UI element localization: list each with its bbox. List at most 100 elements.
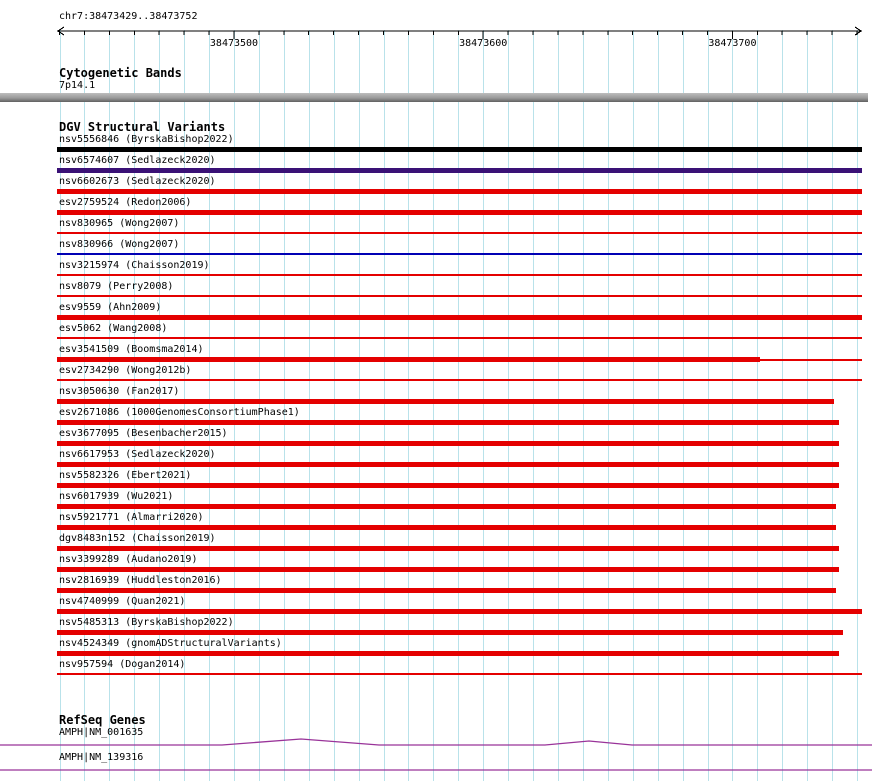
variant-bar[interactable] [57,168,862,173]
ruler-tick-label: 38473700 [708,38,756,49]
gridline [832,30,834,781]
gene-label[interactable]: AMPH|NM_139316 [59,752,144,763]
variant-bar[interactable] [57,147,862,152]
variant-label[interactable]: nsv4524349 (gnomADStructuralVariants) [59,638,282,649]
gridline [782,30,784,781]
variant-bar[interactable] [57,546,839,551]
variant-label[interactable]: nsv5582326 (Ebert2021) [59,470,192,481]
variant-bar[interactable] [57,588,836,593]
variant-bar[interactable] [57,189,862,194]
gridline [159,30,161,781]
ruler-tick-label: 38473500 [210,38,258,49]
variant-label[interactable]: esv2671086 (1000GenomesConsortiumPhase1) [59,407,300,418]
variant-bar[interactable] [57,651,839,656]
variant-bar[interactable] [57,673,862,675]
variant-label[interactable]: nsv3215974 (Chaisson2019) [59,260,210,271]
variant-label[interactable]: esv9559 (Ahn2009) [59,302,162,313]
variant-label[interactable]: nsv830966 (Wong2007) [59,239,180,250]
gridline [557,30,559,781]
variant-label[interactable]: esv3677095 (Besenbacher2015) [59,428,228,439]
gridline [383,30,385,781]
variant-bar[interactable] [57,483,839,488]
gridline [433,30,435,781]
gridline [134,30,136,781]
variant-label[interactable]: nsv6574607 (Sedlazeck2020) [59,155,216,166]
variant-label[interactable]: nsv6602673 (Sedlazeck2020) [59,176,216,187]
gridline [408,30,410,781]
variant-bar[interactable] [57,337,862,339]
variant-bar[interactable] [57,274,862,276]
gridline [283,30,285,781]
variant-label[interactable]: esv2759524 (Redon2006) [59,197,192,208]
ruler-tick-label: 38473600 [459,38,507,49]
cytoband-bar[interactable] [0,93,868,102]
gridline [458,30,460,781]
gridline [209,30,210,781]
variant-label[interactable]: nsv5556846 (ByrskaBishop2022) [59,134,234,145]
gridline [483,30,485,781]
region-label: chr7:38473429..38473752 [59,11,198,22]
gridline [308,30,310,781]
variant-label[interactable]: nsv957594 (Dogan2014) [59,659,186,670]
gridline [757,30,759,781]
variant-label[interactable]: nsv5485313 (ByrskaBishop2022) [59,617,234,628]
gridline [184,30,186,781]
variant-bar[interactable] [57,504,836,509]
variant-label[interactable]: dgv8483n152 (Chaisson2019) [59,533,216,544]
gridline [682,30,684,781]
gridline [657,30,659,781]
variant-bar[interactable] [57,253,862,255]
variant-bar[interactable] [57,232,862,234]
variant-bar[interactable] [57,379,862,381]
variant-label[interactable]: nsv5921771 (Almarri2020) [59,512,204,523]
variant-bar[interactable] [57,420,839,425]
variant-bar[interactable] [57,525,836,530]
variant-bar-tail[interactable] [760,359,862,361]
gridline [807,30,809,781]
section-title-dgv: DGV Structural Variants [59,120,226,134]
gene-glyph[interactable] [0,759,890,773]
variant-label[interactable]: nsv6017939 (Wu2021) [59,491,174,502]
gridline [234,30,235,781]
gridline [857,30,858,781]
variant-bar[interactable] [57,399,834,404]
variant-bar[interactable] [57,295,862,297]
gridline [533,30,534,781]
gridline [358,30,360,781]
variant-bar[interactable] [57,630,843,635]
gridline [109,30,111,781]
variant-label[interactable]: esv3541509 (Boomsma2014) [59,344,204,355]
gridline [707,30,709,781]
variant-label[interactable]: nsv3050630 (Fan2017) [59,386,180,397]
variant-label[interactable]: nsv3399289 (Audano2019) [59,554,198,565]
gridline [59,30,61,781]
gridline [582,30,584,781]
variant-label[interactable]: nsv2816939 (Huddleston2016) [59,575,222,586]
variant-bar[interactable] [57,357,760,362]
variant-bar[interactable] [57,315,862,320]
gene-glyph[interactable] [0,734,890,748]
section-title-cytogenetic: Cytogenetic Bands [59,66,182,80]
variant-bar[interactable] [57,210,862,215]
variant-bar[interactable] [57,567,839,572]
gene-label[interactable]: AMPH|NM_001635 [59,727,144,738]
cytoband-label[interactable]: 7p14.1 [59,80,96,91]
coordinate-ruler: 38473500 38473600 38473700 [57,26,862,49]
section-title-refseq: RefSeq Genes [59,713,146,727]
variant-label[interactable]: nsv6617953 (Sedlazeck2020) [59,449,216,460]
gridline [333,30,335,781]
variant-label[interactable]: esv2734290 (Wong2012b) [59,365,192,376]
gridline [508,30,510,781]
variant-label[interactable]: nsv830965 (Wong2007) [59,218,180,229]
gridline [258,30,260,781]
gridline [607,30,609,781]
variant-label[interactable]: esv5062 (Wang2008) [59,323,168,334]
gridline [84,30,86,781]
variant-label[interactable]: nsv8079 (Perry2008) [59,281,174,292]
gridline [632,30,634,781]
variant-bar[interactable] [57,462,839,467]
variant-bar[interactable] [57,441,839,446]
variant-bar[interactable] [57,609,862,614]
variant-label[interactable]: nsv4740999 (Quan2021) [59,596,186,607]
